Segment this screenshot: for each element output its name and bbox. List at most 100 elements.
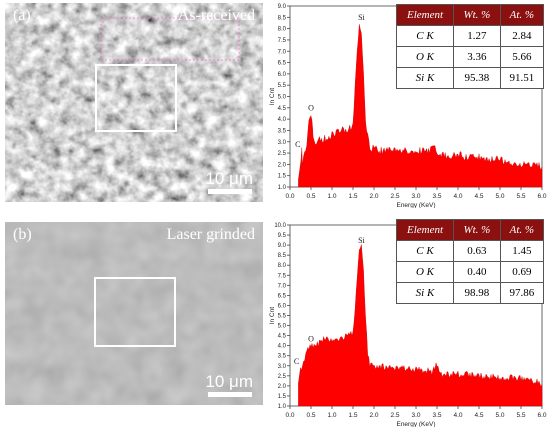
x-tick-label: 2.5	[390, 193, 399, 200]
y-tick-label: 7.5	[278, 38, 287, 44]
y-tick-label: 10.0	[274, 223, 286, 229]
table-cell: 5.66	[499, 46, 545, 68]
panel-tag: (a)	[13, 7, 31, 24]
y-tick-label: 2.5	[278, 151, 287, 157]
x-tick-label: 2.0	[369, 412, 378, 419]
x-tick-label: 1.5	[348, 412, 357, 419]
peak-label: Si	[358, 236, 365, 245]
spectrum-area	[298, 24, 543, 188]
table-cell: O K	[396, 261, 454, 283]
y-tick-label: 5.0	[278, 324, 287, 330]
table-cell: 91.51	[499, 67, 545, 89]
x-tick-label: 4.0	[453, 193, 462, 200]
table-row: O K 3.36 5.66	[396, 46, 545, 68]
sem-texture-smooth	[5, 222, 263, 405]
scale-bar	[208, 392, 252, 397]
y-tick-label: 8.5	[278, 15, 287, 21]
x-tick-label: 0.5	[306, 412, 315, 419]
sem-image-as-received: (a) As-received 10 μm	[5, 3, 263, 202]
x-tick-label: 6.0	[537, 193, 546, 200]
y-tick-label: 4.5	[278, 334, 287, 340]
x-tick-label: 4.5	[474, 193, 483, 200]
table-cell: 3.36	[453, 46, 501, 68]
y-tick-label: 8.0	[278, 27, 287, 33]
eds-chart-b: 0.0 0.5 1.0 1.5 2.0 2.5 3.0 3.5 4.0 4.5 5.0 5.5 6.0 1…	[269, 223, 547, 428]
y-tick-label: 9.5	[278, 233, 287, 239]
table-cell: 98.98	[453, 282, 501, 304]
table-cell: 1.45	[499, 240, 545, 262]
table-header: Wt. %	[453, 4, 501, 26]
x-tick-label: 5.5	[516, 193, 525, 200]
x-tick-label: 5.5	[516, 412, 525, 419]
y-tick-label: 3.0	[278, 364, 287, 370]
x-tick-label: 3.5	[432, 193, 441, 200]
eds-spectrum-a: 0.0 0.5 1.0 1.5 2.0 2.5 3.0 3.5 4.0 4.5 5.0 5.5 6.0 1…	[266, 0, 550, 209]
x-tick-label: 3.0	[411, 412, 420, 419]
x-tick-label: 0.0	[285, 193, 294, 200]
sem-texture-rough	[5, 3, 263, 202]
condition-label: As-received	[177, 7, 255, 24]
y-tick-label: 6.5	[278, 61, 287, 67]
table-header: Wt. %	[453, 219, 501, 241]
table-header: At. %	[499, 4, 545, 26]
table-cell: C K	[396, 25, 454, 47]
table-row: Si K 98.98 97.86	[396, 282, 545, 304]
table-cell: O K	[396, 46, 454, 68]
scale-label: 10 μm	[205, 372, 253, 391]
table-row: C K 1.27 2.84	[396, 25, 545, 47]
peak-label: Si	[358, 13, 365, 22]
table-cell: Si K	[396, 67, 454, 89]
x-tick-label: 1.0	[327, 412, 336, 419]
table-header: Element	[396, 4, 454, 26]
panel-a: (a) As-received 10 μm 0.0 0.5 1.0 1.5 2.0 2.5…	[0, 0, 550, 209]
x-tick-label: 4.5	[474, 412, 483, 419]
y-tick-label: 9.0	[278, 243, 287, 249]
y-tick-label: 7.5	[278, 273, 287, 279]
y-tick-label: 8.5	[278, 253, 287, 259]
table-cell: 2.84	[499, 25, 545, 47]
x-tick-label: 3.5	[432, 412, 441, 419]
x-tick-label: 0.5	[306, 193, 315, 200]
analysis-region-box	[94, 277, 176, 347]
y-tick-label: 3.5	[278, 354, 287, 360]
y-tick-label: 4.5	[278, 106, 287, 112]
y-tick-label: 6.0	[278, 303, 287, 309]
y-tick-label: 4.0	[278, 117, 287, 123]
y-tick-label: 9.0	[278, 4, 287, 10]
y-tick-label: 3.5	[278, 128, 287, 134]
table-header: At. %	[499, 219, 545, 241]
table-cell: Si K	[396, 282, 454, 304]
y-tick-label: 1.5	[278, 394, 287, 400]
y-tick-label: 7.0	[278, 283, 287, 289]
y-tick-label: 2.0	[278, 384, 287, 390]
composition-table-a: Element Wt. % At. % C K 1.27 2.84 O K 3.…	[396, 4, 545, 89]
sem-image-laser-grinded: (b) Laser grinded 10 μm	[5, 222, 263, 405]
x-tick-label: 5.0	[495, 412, 504, 419]
table-cell: C K	[396, 240, 454, 262]
y-tick-label: 4.0	[278, 344, 287, 350]
x-tick-label: 3.0	[411, 193, 420, 200]
y-tick-label: 3.0	[278, 140, 287, 146]
y-tick-label: 2.5	[278, 374, 287, 380]
x-axis-label: Energy (KeV)	[396, 421, 435, 427]
x-tick-label: 1.0	[327, 193, 336, 200]
scale-bar	[208, 189, 252, 194]
table-header: Element	[396, 219, 454, 241]
y-tick-label: 1.0	[278, 185, 287, 191]
y-axis-label: ln Cnt	[269, 307, 276, 324]
table-cell: 95.38	[453, 67, 501, 89]
y-tick-label: 6.0	[278, 72, 287, 78]
y-tick-label: 5.5	[278, 83, 287, 89]
y-tick-label: 1.5	[278, 174, 287, 180]
y-tick-label: 5.0	[278, 95, 287, 101]
table-row: C K 0.63 1.45	[396, 240, 545, 262]
eds-spectrum-b: 0.0 0.5 1.0 1.5 2.0 2.5 3.0 3.5 4.0 4.5 5.0 5.5 6.0 1…	[266, 219, 550, 428]
table-cell: 1.27	[453, 25, 501, 47]
table-cell: 0.69	[499, 261, 545, 283]
peak-label: C	[294, 357, 299, 366]
y-tick-label: 5.5	[278, 314, 287, 320]
x-tick-label: 2.5	[390, 412, 399, 419]
table-row: O K 0.40 0.69	[396, 261, 545, 283]
panel-b: (b) Laser grinded 10 μm 0.0 0.5 1.0 1.5 2.0 2…	[0, 219, 550, 428]
composition-table-b: Element Wt. % At. % C K 0.63 1.45 O K 0.…	[396, 219, 545, 304]
